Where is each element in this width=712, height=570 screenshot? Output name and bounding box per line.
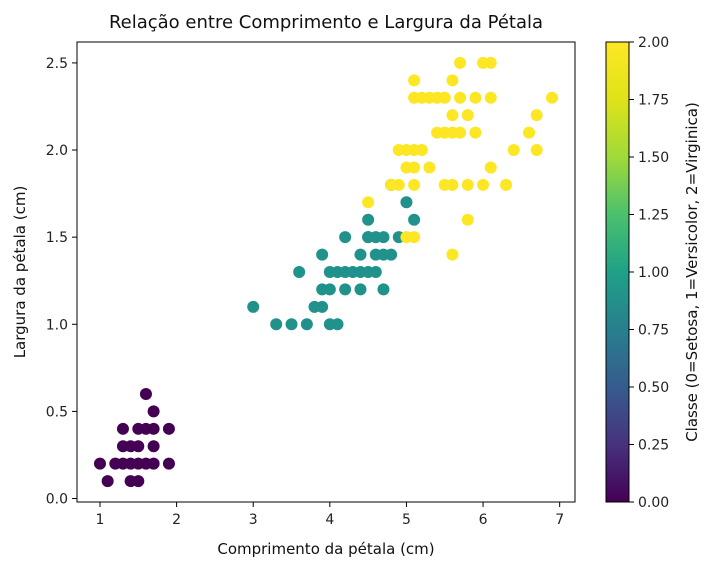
y-axis-label: Largura da pétala (cm)	[11, 186, 29, 359]
data-point	[93, 457, 106, 470]
data-point	[507, 144, 520, 157]
data-point	[354, 283, 367, 296]
data-point	[377, 283, 390, 296]
y-tick-label: 0.5	[46, 404, 68, 420]
data-point	[446, 178, 459, 191]
y-tick-label: 2.0	[46, 143, 68, 159]
data-point	[362, 213, 375, 226]
data-point	[162, 457, 175, 470]
x-tick-label: 6	[479, 512, 488, 528]
colorbar-tick-label: 1.75	[638, 93, 669, 109]
colorbar-ticks: 0.00 0.25 0.50 0.75 1.00 1.25 1.50 1.75 2.00	[629, 35, 669, 511]
x-tick-label: 4	[325, 512, 334, 528]
colorbar-tick-label: 1.25	[638, 208, 669, 224]
data-point	[362, 231, 375, 244]
y-tick-label: 1.5	[46, 230, 68, 246]
data-point	[354, 248, 367, 261]
data-point	[247, 300, 260, 313]
data-point	[484, 161, 497, 174]
data-point	[408, 161, 421, 174]
y-tick-label: 2.5	[46, 56, 68, 72]
data-point	[469, 126, 482, 139]
colorbar-tick-label: 0.50	[638, 380, 669, 396]
data-point	[408, 231, 421, 244]
data-point	[454, 126, 467, 139]
data-point	[392, 178, 405, 191]
data-point	[147, 457, 160, 470]
data-point	[530, 144, 543, 157]
colorbar-tick-label: 0.00	[638, 495, 669, 511]
data-point	[377, 231, 390, 244]
x-tick-label: 7	[555, 512, 564, 528]
data-point	[438, 91, 451, 104]
x-tick-label: 1	[96, 512, 105, 528]
data-point	[323, 283, 336, 296]
data-point	[147, 422, 160, 435]
chart-title: Relação entre Comprimento e Largura da P…	[109, 12, 543, 33]
data-point	[139, 387, 152, 400]
data-point	[523, 126, 536, 139]
data-point	[461, 213, 474, 226]
data-point	[293, 266, 306, 278]
x-axis-ticks: 1 2 3 4 5 6 7	[96, 502, 564, 528]
data-point	[316, 248, 329, 261]
data-point	[546, 91, 559, 104]
colorbar-tick-label: 0.25	[638, 438, 669, 454]
data-point	[101, 475, 114, 488]
points-layer	[93, 56, 559, 488]
data-point	[385, 248, 398, 261]
data-point	[316, 300, 329, 313]
data-point	[423, 161, 436, 174]
data-point	[339, 231, 352, 244]
colorbar-tick-label: 1.50	[638, 150, 669, 166]
data-point	[339, 283, 352, 296]
data-point	[461, 109, 474, 122]
data-point	[408, 178, 421, 191]
data-point	[147, 440, 160, 453]
data-point	[454, 91, 467, 104]
data-point	[132, 475, 145, 488]
data-point	[484, 91, 497, 104]
data-point	[484, 56, 497, 69]
data-point	[270, 318, 283, 331]
data-point	[446, 248, 459, 261]
x-tick-label: 2	[172, 512, 181, 528]
x-tick-label: 3	[249, 512, 258, 528]
data-point	[408, 213, 421, 226]
data-point	[116, 422, 129, 435]
data-point	[500, 178, 513, 191]
data-point	[162, 422, 175, 435]
colorbar: 0.00 0.25 0.50 0.75 1.00 1.25 1.50 1.75 2.00 Cla…	[605, 35, 701, 511]
data-point	[530, 109, 543, 122]
data-point	[285, 318, 298, 331]
colorbar-tick-label: 2.00	[638, 35, 669, 51]
data-point	[331, 318, 344, 331]
data-point	[477, 178, 490, 191]
data-point	[132, 440, 145, 453]
data-point	[147, 405, 160, 418]
colorbar-gradient	[605, 41, 630, 503]
data-point	[454, 56, 467, 69]
y-tick-label: 1.0	[46, 317, 68, 333]
data-point	[300, 318, 313, 331]
data-point	[362, 196, 375, 209]
y-tick-label: 0.0	[46, 492, 68, 508]
x-tick-label: 5	[402, 512, 411, 528]
data-point	[369, 266, 382, 278]
colorbar-tick-label: 1.00	[638, 265, 669, 281]
data-point	[400, 196, 413, 209]
plot-area: 1 2 3 4 5 6 7 0.0 0.5 1.0 1.5 2.0 2.5	[46, 41, 576, 528]
data-point	[446, 74, 459, 87]
data-point	[415, 144, 428, 157]
x-axis-label: Comprimento da pétala (cm)	[217, 540, 434, 558]
y-axis-ticks: 0.0 0.5 1.0 1.5 2.0 2.5	[46, 56, 77, 508]
data-point	[469, 91, 482, 104]
colorbar-label: Classe (0=Setosa, 1=Versicolor, 2=Virgin…	[683, 102, 701, 442]
data-point	[408, 74, 421, 87]
data-point	[461, 178, 474, 191]
data-point	[446, 109, 459, 122]
colorbar-tick-label: 0.75	[638, 323, 669, 339]
